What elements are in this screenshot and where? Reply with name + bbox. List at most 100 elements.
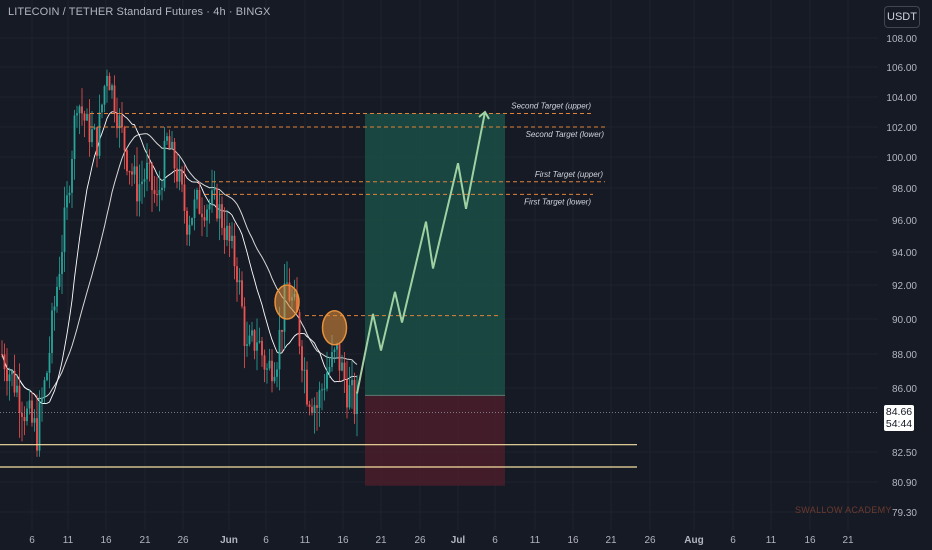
candle-body (133, 166, 136, 175)
time-tick-label: 21 (375, 535, 387, 546)
candle-body (173, 141, 176, 169)
candle-body (318, 390, 321, 408)
price-tick-label: 86.00 (892, 384, 917, 395)
projection-path (356, 111, 486, 394)
candle-body (88, 113, 91, 143)
candle-body (238, 280, 241, 283)
price-tick-label: 92.00 (892, 281, 917, 292)
candle-body (43, 380, 46, 398)
candle-body (343, 362, 346, 380)
candle-body (123, 127, 126, 151)
price-tick-label: 88.00 (892, 350, 917, 361)
candle-body (33, 418, 36, 423)
time-tick-label: 6 (730, 535, 736, 546)
candles (1, 69, 358, 457)
candle-body (313, 405, 316, 413)
candle-body (233, 235, 236, 267)
candle-body (183, 184, 186, 211)
time-tick-label: Aug (684, 535, 703, 546)
profit-zone (365, 113, 505, 396)
candle-body (21, 412, 23, 417)
candle-body (38, 402, 41, 451)
moving-averages (1, 111, 358, 404)
candle-body (56, 286, 58, 307)
candle-body (171, 141, 173, 149)
candle-body (218, 204, 221, 219)
time-tick-label: 11 (530, 535, 541, 546)
candle-body (58, 273, 61, 287)
target-levels: Second Target (upper) Second Target (lowe… (0, 102, 878, 468)
price-tick-label: 98.00 (892, 184, 917, 195)
current-price-value: 84.66 (885, 406, 913, 418)
candle-body (13, 370, 16, 393)
candle-body (71, 158, 73, 193)
candle-body (328, 366, 331, 373)
candle-body (6, 369, 8, 382)
price-tick-label: 79.30 (892, 508, 917, 519)
candle-body (63, 207, 66, 253)
price-axis[interactable]: 108.00 106.00 104.00 102.00 100.00 98.00 96.00… (878, 0, 932, 550)
candle-body (18, 385, 21, 413)
candle-body (166, 136, 168, 141)
candle-body (226, 225, 228, 240)
candle-body (248, 335, 251, 345)
time-tick-label: 16 (804, 535, 816, 546)
candle-body (53, 306, 56, 311)
time-tick-label: 21 (605, 535, 617, 546)
price-tick-label: 100.00 (886, 153, 917, 164)
candle-body (136, 166, 138, 202)
candle-body (163, 140, 166, 188)
candle-body (11, 370, 13, 375)
chart-title: LITECOIN / TETHER Standard Futures · 4h … (8, 6, 271, 18)
time-axis-background (0, 530, 932, 550)
candle-body (138, 184, 141, 202)
target-level-label: Second Target (lower) (526, 130, 605, 139)
time-tick-label: Jun (220, 535, 238, 546)
candle-body (83, 113, 86, 121)
candle-body (108, 75, 111, 91)
candle-body (228, 225, 231, 241)
moving-average-slow (1, 133, 358, 399)
candle-body (48, 353, 51, 373)
candle-body (31, 400, 33, 423)
candle-body (93, 127, 96, 130)
candle-body (126, 150, 128, 172)
time-axis[interactable]: 6 11 16 21 26 Jun 6 11 16 21 26 Jul 6 11 16 21 26 Aug 6 11 1… (0, 530, 932, 550)
candle-body (116, 113, 118, 129)
candle-body (213, 188, 216, 191)
candle-body (91, 129, 93, 143)
candle-body (28, 400, 31, 409)
candle-body (113, 85, 116, 114)
candle-body (36, 418, 38, 451)
target-level-label: Second Target (upper) (511, 102, 591, 111)
candle-body (256, 342, 258, 351)
candle-body (311, 406, 313, 413)
candle-body (103, 86, 106, 105)
candle-body (68, 192, 71, 196)
target-level-label: First Target (lower) (524, 197, 591, 206)
candle-body (331, 351, 333, 367)
candle-body (128, 171, 131, 173)
currency-button[interactable]: USDT (884, 6, 920, 28)
candle-body (143, 179, 146, 182)
target-level-label: First Target (upper) (535, 170, 604, 179)
time-tick-label: 21 (139, 535, 151, 546)
candle-body (208, 204, 211, 210)
price-tick-label: 108.00 (886, 34, 917, 45)
candle-body (181, 170, 183, 185)
candle-body (188, 224, 191, 235)
candle-body (341, 362, 343, 371)
candle-body (76, 113, 78, 116)
time-tick-label: 16 (337, 535, 349, 546)
candle-body (351, 379, 353, 386)
candle-body (3, 354, 6, 370)
candle-body (276, 369, 278, 377)
candle-body (281, 329, 283, 332)
candle-body (61, 252, 63, 274)
candle-body (121, 115, 123, 128)
price-tick-label: 80.90 (892, 478, 917, 489)
projection-arrowhead (478, 110, 490, 120)
candle-body (41, 397, 43, 403)
candle-body (191, 217, 193, 225)
